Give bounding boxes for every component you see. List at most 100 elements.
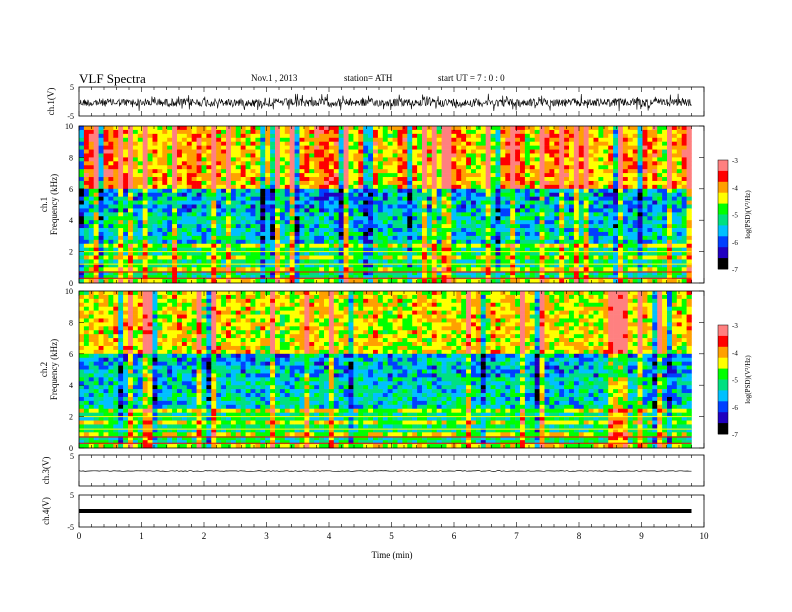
- ch1-spectrogram-cell: [608, 126, 614, 131]
- ch1-spectrogram-cell: [181, 263, 188, 268]
- ch1-spectrogram-cell: [544, 137, 550, 142]
- ch1-spectrogram-cell: [118, 235, 124, 241]
- ch1-spectrogram-cell: [328, 247, 335, 252]
- ch1-spectrogram-cell: [343, 267, 349, 272]
- ch1-spectrogram-cell: [353, 279, 359, 284]
- ch1-spectrogram-cell: [583, 173, 589, 178]
- ch1-spectrogram-cell: [647, 243, 653, 248]
- ch1-spectrogram-cell: [627, 145, 633, 150]
- ch1-spectrogram-cell: [588, 180, 594, 186]
- ch1-spectrogram-cell: [637, 235, 643, 241]
- ch1-spectrogram-cell: [319, 208, 325, 213]
- ch1-spectrogram-cell: [583, 200, 589, 205]
- ch1-spectrogram-cell: [270, 204, 276, 209]
- ch1-spectrogram-cell: [515, 149, 521, 154]
- ch1-spectrogram-cell: [221, 239, 227, 245]
- ch1-spectrogram-cell: [622, 279, 629, 284]
- ch1-spectrogram-cell: [196, 153, 202, 158]
- ch1-spectrogram-cell: [328, 157, 335, 162]
- ch1-spectrogram-cell: [598, 271, 604, 276]
- ch1-spectrogram-cell: [270, 180, 276, 186]
- ch1-spectrogram-cell: [348, 243, 354, 248]
- ch1-spectrogram-cell: [500, 145, 506, 150]
- ch1-spectrogram-cell: [534, 157, 540, 162]
- ch1-spectrogram-cell: [309, 126, 315, 131]
- ch1-spectrogram-cell: [618, 271, 624, 276]
- ch1-spectrogram-cell: [157, 228, 163, 233]
- ch1-spectrogram-cell: [627, 157, 633, 162]
- ch1-spectrogram-cell: [265, 235, 271, 241]
- ch1-spectrogram-cell: [539, 180, 545, 186]
- ch1-spectrogram-cell: [328, 196, 335, 201]
- ch1-spectrogram-cell: [632, 271, 638, 276]
- ch1-spectrogram-cell: [466, 161, 472, 166]
- ch1-spectrogram-cell: [240, 279, 246, 284]
- ch1-spectrogram-cell: [480, 208, 486, 213]
- ch1-spectrogram-cell: [456, 220, 462, 225]
- ch1-spectrogram-cell: [108, 279, 114, 284]
- ch1-spectrogram-cell: [333, 153, 339, 158]
- ch1-spectrogram-cell: [436, 149, 442, 154]
- ch1-spectrogram-cell: [363, 141, 369, 146]
- ch1-spectrogram-cell: [333, 263, 339, 268]
- ch1-spectrogram-cell: [480, 275, 486, 280]
- ch1-spectrogram-cell: [108, 216, 114, 221]
- ch1-spectrogram-cell: [397, 271, 403, 276]
- ch1-spectrogram-cell: [578, 239, 584, 245]
- ch1-spectrogram-cell: [309, 279, 315, 284]
- ch1-spectrogram-cell: [98, 161, 104, 166]
- ch1-spectrogram-cell: [83, 161, 90, 166]
- ch1-spectrogram-cell: [480, 153, 486, 158]
- ch1-spectrogram-cell: [456, 251, 462, 256]
- ch1-spectrogram-cell: [622, 169, 629, 174]
- ch1-spectrogram-cell: [667, 188, 673, 194]
- ch1-spectrogram-cell: [177, 126, 183, 131]
- ch1-spectrogram-cell: [221, 259, 227, 264]
- ch1-spectrogram-cell: [613, 224, 619, 229]
- ch1-spectrogram-cell: [559, 228, 565, 233]
- ch1-spectrogram-cell: [186, 149, 192, 154]
- ch1-spectrogram-cell: [632, 247, 638, 252]
- ch1-spectrogram-cell: [662, 177, 668, 182]
- ch1-spectrogram-cell: [270, 267, 276, 272]
- ch1-spectrogram-cell: [250, 235, 256, 241]
- ch1-spectrogram-cell: [221, 149, 227, 154]
- ch1-spectrogram-cell: [407, 279, 413, 284]
- ch1-spectrogram-cell: [181, 279, 188, 284]
- ch1-spectrogram-cell: [196, 137, 202, 142]
- ch1-spectrogram-cell: [79, 126, 85, 131]
- ch1-spectrogram-cell: [495, 259, 501, 264]
- ch1-spectrogram-cell: [147, 200, 153, 205]
- ch1-spectrogram-cell: [167, 255, 173, 260]
- ch1-spectrogram-cell: [275, 220, 281, 225]
- ch1-spectrogram-cell: [152, 255, 158, 260]
- ch1-spectrogram-cell: [289, 177, 295, 182]
- ch1-spectrogram-cell: [88, 231, 94, 237]
- ch1-spectrogram-cell: [407, 231, 413, 237]
- ch1-spectrogram-cell: [186, 216, 192, 221]
- ch1-spectrogram-cell: [279, 279, 286, 284]
- ch1-spectrogram-cell: [118, 255, 124, 260]
- ch1-spectrogram-cell: [593, 243, 599, 248]
- ch1-spectrogram-cell: [245, 196, 251, 201]
- ch1-spectrogram-cell: [260, 208, 266, 213]
- ch1-spectrogram-cell: [255, 247, 261, 252]
- ch1-spectrogram-cell: [123, 235, 129, 241]
- ch1-spectrogram-cell: [529, 279, 535, 284]
- ch1-spectrogram-cell: [275, 157, 281, 162]
- ch1-spectrogram-cell: [191, 137, 197, 142]
- ch1-spectrogram-cell: [573, 271, 580, 276]
- ch1-spectrogram-cell: [441, 161, 447, 166]
- ch1-spectrogram-cell: [172, 228, 178, 233]
- ch1-spectrogram-cell: [226, 161, 232, 166]
- ch1-spectrogram-cell: [211, 196, 217, 201]
- ch1-spectrogram-cell: [83, 235, 90, 241]
- ch1-spectrogram-cell: [569, 126, 575, 131]
- ch1-spectrogram-cell: [632, 235, 638, 241]
- ch1-spectrogram-cell: [608, 157, 614, 162]
- ch1-spectrogram-cell: [79, 239, 85, 245]
- ch1-spectrogram-cell: [480, 129, 486, 135]
- ch1-spectrogram-cell: [475, 208, 482, 213]
- ch1-spectrogram-cell: [466, 255, 472, 260]
- ch1-spectrogram-cell: [294, 224, 300, 229]
